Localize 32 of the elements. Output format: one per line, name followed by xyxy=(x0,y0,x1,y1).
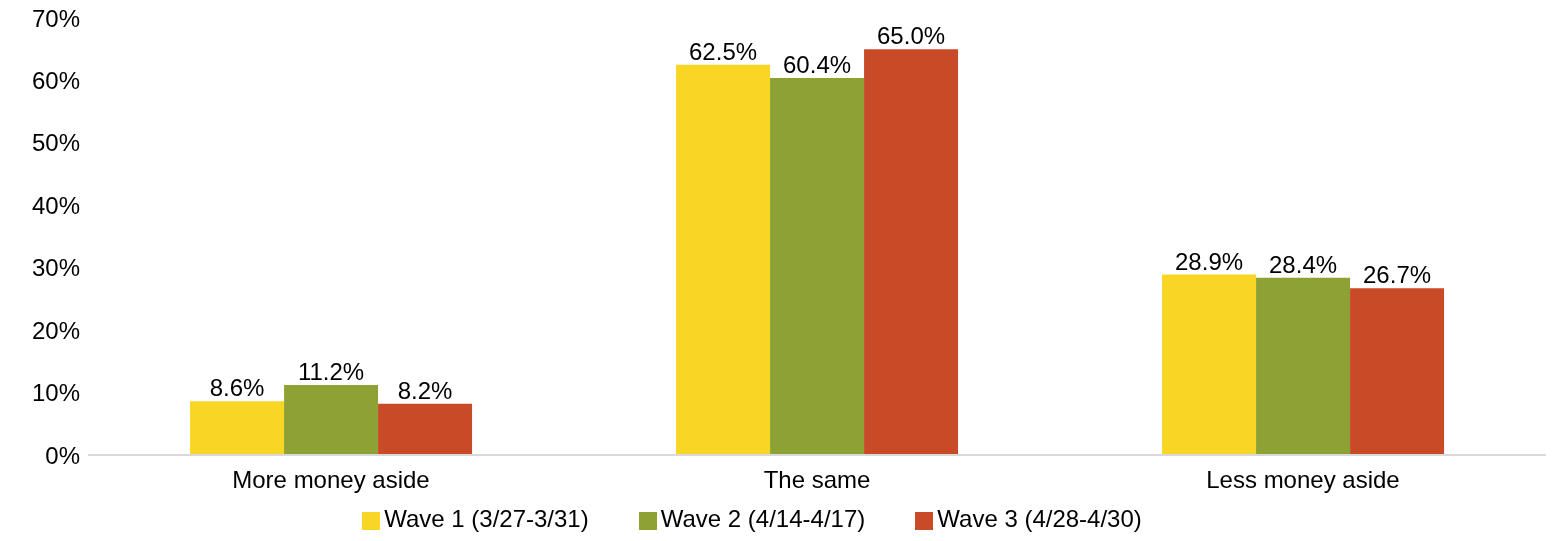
legend-label: Wave 2 (4/14-4/17) xyxy=(660,505,866,532)
bar xyxy=(284,385,379,455)
data-label: 28.9% xyxy=(1175,247,1244,275)
x-tick-label: The same xyxy=(763,466,871,494)
bar xyxy=(864,49,959,455)
data-label: 28.4% xyxy=(1269,250,1338,278)
bar xyxy=(770,77,865,455)
bar xyxy=(378,403,473,455)
y-tick-label: 50% xyxy=(31,129,80,157)
y-tick-label: 60% xyxy=(31,66,80,94)
bar xyxy=(1350,288,1445,455)
y-tick-label: 40% xyxy=(31,191,80,219)
data-label: 62.5% xyxy=(689,37,758,65)
legend-label: Wave 1 (3/27-3/31) xyxy=(384,505,589,532)
x-tick-label: Less money aside xyxy=(1206,466,1400,494)
y-tick-label: 0% xyxy=(45,441,80,469)
legend-label: Wave 3 (4/28-4/30) xyxy=(937,505,1142,532)
x-tick-label: More money aside xyxy=(232,466,430,494)
data-label: 8.2% xyxy=(397,376,453,404)
y-tick-label: 70% xyxy=(31,4,80,32)
bar xyxy=(190,401,285,455)
bar xyxy=(1256,277,1351,455)
data-label: 65.0% xyxy=(877,22,946,50)
y-tick-label: 30% xyxy=(31,254,80,282)
y-tick-label: 10% xyxy=(31,379,80,407)
data-label: 11.2% xyxy=(297,358,365,386)
bar xyxy=(676,64,771,455)
bar xyxy=(1162,274,1257,455)
data-label: 60.4% xyxy=(783,50,852,78)
data-label: 8.6% xyxy=(209,374,265,402)
data-label: 26.7% xyxy=(1363,261,1432,289)
y-tick-label: 20% xyxy=(31,316,80,344)
